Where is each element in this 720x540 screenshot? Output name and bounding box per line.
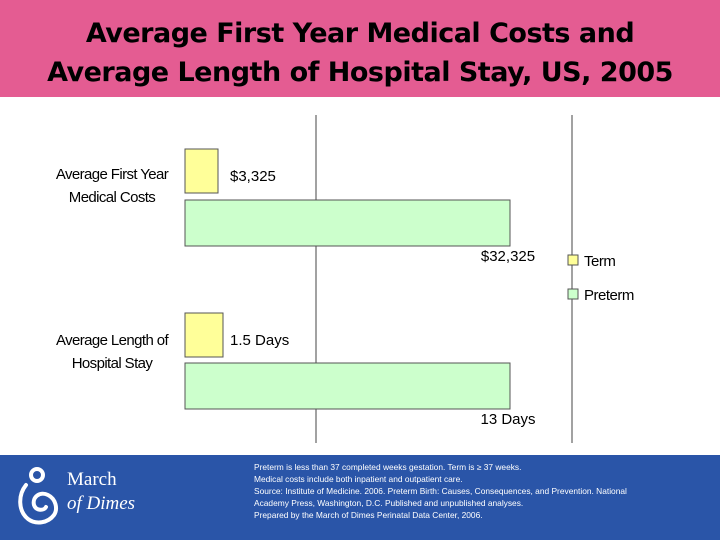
bar-chart: Average First Year Medical Costs $3,325 $32… — [56, 115, 634, 443]
chart-title-line1: Average First Year Medical Costs and — [85, 18, 635, 49]
category-label: Hospital Stay — [72, 355, 154, 372]
footnote-line: Source: Institute of Medicine. 2006. Pre… — [254, 486, 627, 496]
footer-bar: March of Dimes Preterm is less than 37 c… — [0, 455, 720, 540]
preterm-bar — [184, 362, 511, 410]
term-bar — [184, 312, 224, 358]
chart-title-line2: Average Length of Hospital Stay, US, 200… — [47, 57, 673, 88]
logo-text-march: March — [67, 469, 117, 490]
footnote-line: Medical costs include both inpatient and… — [254, 474, 463, 484]
term-bar — [184, 148, 219, 194]
legend-label: Term — [584, 253, 615, 270]
legend-swatch — [567, 254, 579, 266]
data-label: 13 Days — [480, 411, 535, 428]
preterm-bar — [184, 199, 511, 247]
data-label: 1.5 Days — [230, 332, 289, 349]
data-label: $3,325 — [230, 168, 276, 185]
category-label: Average First Year — [56, 166, 169, 183]
footnote-line: Prepared by the March of Dimes Perinatal… — [254, 510, 483, 520]
footnote-line: Academy Press, Washington, D.C. Publishe… — [254, 498, 524, 508]
logo-text-of-dimes: of Dimes — [67, 493, 136, 514]
footnote-line: Preterm is less than 37 completed weeks … — [254, 462, 522, 472]
category-label: Medical Costs — [69, 189, 155, 206]
march-of-dimes-logo: March of Dimes — [12, 465, 162, 530]
title-banner: Average First Year Medical Costs and Ave… — [0, 0, 720, 97]
legend-label: Preterm — [584, 287, 634, 304]
mother-child-icon — [18, 467, 58, 525]
category-label: Average Length of — [56, 332, 170, 349]
legend-swatch — [567, 288, 579, 300]
data-label: $32,325 — [481, 248, 535, 265]
footnotes: Preterm is less than 37 completed weeks … — [254, 461, 714, 521]
